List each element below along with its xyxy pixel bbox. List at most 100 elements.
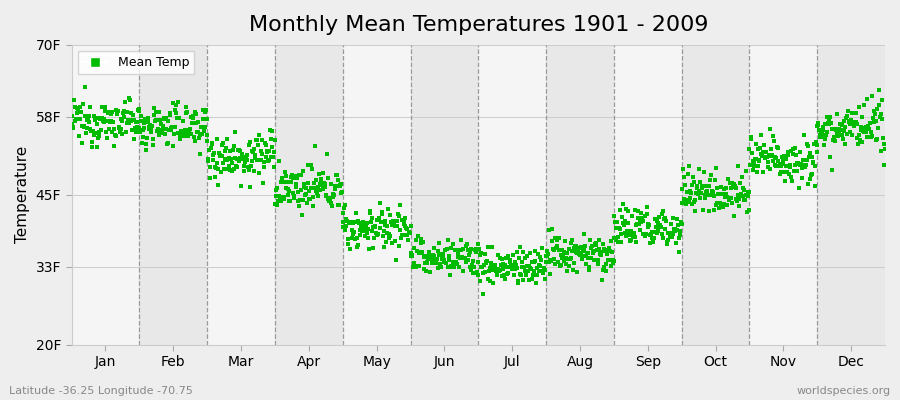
Point [270,184,284,191]
Point [500,271,514,278]
Point [130,124,144,130]
Point [716,204,730,210]
Point [746,167,760,174]
Point [850,135,865,141]
Point [302,196,317,202]
Point [348,236,363,242]
Point [829,127,843,134]
Point [726,212,741,219]
Point [428,257,442,264]
Point [701,183,716,189]
Point [89,144,104,150]
Point [146,136,160,142]
Point [686,174,700,180]
Point [216,140,230,146]
Point [411,262,426,269]
Point [804,172,818,178]
Point [104,118,118,124]
Point [575,253,590,259]
Point [849,110,863,117]
Point [638,213,652,219]
Point [172,132,186,138]
Point [168,124,183,130]
Point [229,163,243,170]
Point [559,261,573,268]
Point [77,113,92,120]
Point [865,93,879,99]
Point [472,252,487,258]
Point [705,189,719,195]
Point [572,245,587,252]
Point [632,221,646,227]
Point [531,267,545,274]
Point [662,230,676,236]
Point [820,129,834,135]
Point [491,252,506,258]
Point [172,115,186,121]
Point [110,111,124,117]
Point [170,114,184,121]
Point [740,209,754,215]
Point [117,108,131,114]
Point [837,118,851,124]
Point [158,131,172,137]
Point [631,207,645,214]
Point [108,133,122,139]
Point [473,278,488,284]
Point [869,106,884,112]
Point [132,125,147,131]
Point [257,158,272,165]
Point [291,198,305,204]
Point [455,268,470,274]
Point [200,138,214,144]
Point [803,150,817,156]
Point [248,155,263,162]
Point [235,151,249,157]
Point [321,196,336,202]
Point [129,128,143,135]
Point [798,162,813,168]
Point [814,134,828,141]
Point [756,149,770,156]
Point [76,100,90,107]
Point [123,118,138,124]
Point [801,143,815,149]
Point [634,215,649,221]
Point [127,135,141,142]
Point [859,124,873,130]
Bar [750,45,817,344]
Point [286,190,301,197]
Point [527,258,542,265]
Point [382,235,396,241]
Point [237,168,251,174]
Point [639,204,653,211]
Point [741,193,755,200]
Point [199,107,213,114]
Point [536,245,550,252]
Point [571,246,585,252]
Point [203,145,218,152]
Point [695,185,709,192]
Point [677,174,691,180]
Point [771,163,786,169]
Point [575,256,590,263]
Point [299,191,313,197]
Point [533,254,547,261]
Point [523,265,537,272]
Point [405,252,419,258]
Point [558,238,572,244]
Point [706,207,721,213]
Point [789,168,804,174]
Point [593,249,608,255]
Point [466,258,481,264]
Point [563,240,578,246]
Point [521,268,535,274]
Point [780,169,795,175]
Point [585,242,599,249]
Point [510,278,525,284]
Point [75,140,89,146]
Point [355,228,369,234]
Point [725,200,740,206]
Point [161,140,176,146]
Point [361,234,375,241]
